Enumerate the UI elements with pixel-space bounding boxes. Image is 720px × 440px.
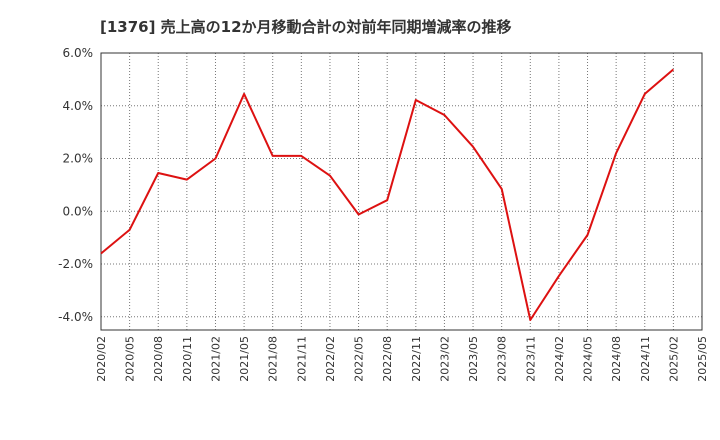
series-line [100, 68, 675, 321]
x-tick-label: 2022/08 [381, 336, 394, 382]
x-tick-label: 2020/08 [152, 336, 165, 382]
x-tick-label: 2023/02 [438, 336, 451, 382]
x-tick-label: 2022/11 [410, 336, 423, 382]
y-tick-label: 0.0% [63, 204, 94, 218]
x-tick-label: 2023/08 [496, 336, 509, 382]
x-tick-label: 2025/05 [696, 336, 709, 382]
x-tick-label: 2024/11 [639, 336, 652, 382]
x-tick-label: 2023/05 [467, 336, 480, 382]
x-tick-label: 2022/02 [324, 336, 337, 382]
x-tick-label: 2021/08 [267, 336, 280, 382]
x-tick-label: 2022/05 [353, 336, 366, 382]
y-tick-label: 4.0% [63, 99, 94, 113]
x-tick-label: 2021/02 [209, 336, 222, 382]
grid [101, 53, 702, 330]
x-tick-label: 2020/05 [124, 336, 137, 382]
x-tick-label: 2024/05 [582, 336, 595, 382]
x-axis: 2020/02 2020/05 2020/08 2020/11 2021/02 2021/… [95, 336, 709, 382]
x-tick-label: 2021/05 [238, 336, 251, 382]
x-tick-label: 2020/11 [181, 336, 194, 382]
chart-title: [1376] 売上高の12か月移動合計の対前年同期増減率の推移 [100, 18, 512, 36]
x-tick-label: 2025/02 [667, 336, 680, 382]
y-tick-label: -4.0% [58, 310, 93, 324]
y-tick-label: 6.0% [63, 46, 94, 60]
y-axis: -4.0% -2.0% 0.0% 2.0% 4.0% 6.0% [58, 46, 93, 324]
x-tick-label: 2021/11 [295, 336, 308, 382]
y-tick-label: -2.0% [58, 257, 93, 271]
series [100, 68, 675, 321]
x-tick-label: 2024/02 [553, 336, 566, 382]
x-tick-label: 2024/08 [610, 336, 623, 382]
x-tick-label: 2023/11 [524, 336, 537, 382]
x-tick-label: 2020/02 [95, 336, 108, 382]
y-tick-label: 2.0% [63, 152, 94, 166]
plot-area-frame [100, 52, 703, 331]
